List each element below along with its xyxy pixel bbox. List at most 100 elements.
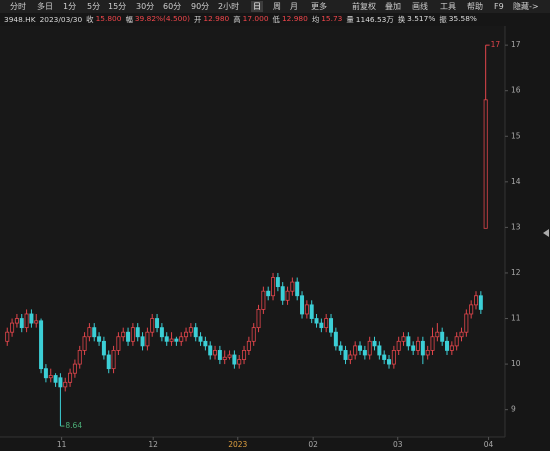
candle-body [377,345,382,356]
candle-body [63,381,68,388]
quote-value: 17.000 [242,13,269,23]
candle-body [430,336,435,351]
quote-field: 均 15.73 [312,14,343,25]
candle-body [333,331,338,347]
toolbar-button[interactable]: 周 [273,2,281,11]
candle-body [425,350,430,356]
candle-body [275,277,280,288]
y-tick-label: 11 [511,314,521,323]
candle-body [401,336,406,342]
toolbar-button[interactable]: 60分 [163,2,182,11]
candle-body [319,322,324,329]
candle-body [169,338,174,342]
candle-body [435,331,440,338]
candle-body [362,350,367,356]
candle-body [58,377,63,388]
candle-body [266,290,271,297]
candle-body [179,336,184,342]
quote-field: 开 12.980 [194,14,229,25]
candle-body [406,336,411,347]
candle-body [121,331,126,338]
candle-body [416,340,421,351]
candle-body [483,99,488,229]
quote-label: 幅 [125,14,133,24]
quote-label: 量 [346,14,354,24]
y-tick-label: 17 [511,40,521,49]
candle-body [106,354,111,370]
toolbar-button[interactable]: 分时 [10,2,26,11]
candle-body [184,331,189,338]
date: 2023/03/30 [39,14,83,24]
candle-body [445,340,450,351]
toolbar-button[interactable]: 1分 [63,2,77,11]
toolbar-button[interactable]: 隐藏-> [513,2,539,11]
candle-body [92,327,97,338]
low-label: 8.64 [65,421,82,430]
toolbar-button[interactable]: 30分 [136,2,155,11]
candle-body [203,340,208,347]
candle-body [295,281,300,297]
candle-body [39,320,44,370]
x-tick-label: 12 [148,440,158,449]
candle-body [232,354,237,365]
toolbar-button[interactable]: 画线 [412,2,428,11]
toolbar-button[interactable]: 工具 [440,2,456,11]
candle-body [324,318,329,329]
toolbar-button[interactable]: 日 [251,1,263,12]
candle-body [372,340,377,347]
candle-body [440,331,445,342]
toolbar-button[interactable]: 叠加 [385,2,401,11]
candle-body [29,313,34,324]
toolbar-button[interactable]: 90分 [191,2,210,11]
candle-body [53,375,58,383]
candle-body [459,331,464,338]
x-tick-label: 02 [308,440,318,449]
candle-body [396,340,401,351]
candle-body [391,350,396,365]
candle-body [68,372,73,383]
toolbar-button[interactable]: 月 [290,2,298,11]
collapse-arrow[interactable] [543,229,549,237]
candle-body [19,318,24,329]
toolbar-button[interactable]: 多日 [37,2,53,11]
candle-body [411,345,416,351]
candle-body [338,345,343,351]
toolbar-button[interactable]: 更多 [311,2,327,11]
quote-field: 幅 39.82%(4.500) [125,14,190,25]
candle-body [217,350,222,360]
candle-body [464,313,469,333]
quote-value: 12.980 [203,13,230,23]
candle-body [242,350,247,360]
candle-body [261,290,266,310]
y-tick-label: 16 [511,86,521,95]
candle-body [227,354,232,358]
candle-body [290,281,295,292]
candle-body [387,359,392,365]
quote-value: 39.82%(4.500) [134,13,190,23]
candle-body [116,336,121,351]
toolbar-button[interactable]: 15分 [108,2,127,11]
quote-label: 低 [272,14,280,24]
candle-body [159,327,164,338]
y-tick-label: 9 [511,405,516,414]
y-tick-label: 14 [511,177,521,186]
x-tick-label: 03 [393,440,403,449]
candle-body [271,277,276,297]
candle-body [478,295,483,310]
plot-area [0,26,505,437]
candle-body [77,350,82,365]
toolbar-button[interactable]: F9 [494,2,504,11]
candle-body [72,363,77,374]
x-tick-label: 11 [57,440,67,449]
candle-body [155,318,160,329]
quote-field: 换 3.517% [398,14,436,25]
toolbar-button[interactable]: 5分 [87,2,101,11]
toolbar-button[interactable]: 帮助 [467,2,483,11]
toolbar-button[interactable]: 2小时 [218,2,240,11]
quote-bar: 3948.HK 2023/03/30 收 15.800 幅 39.82%(4.500)… [4,13,477,25]
quote-label: 开 [193,14,202,24]
toolbar-button[interactable]: 前复权 [352,2,376,11]
quote-label: 振 [439,14,447,24]
